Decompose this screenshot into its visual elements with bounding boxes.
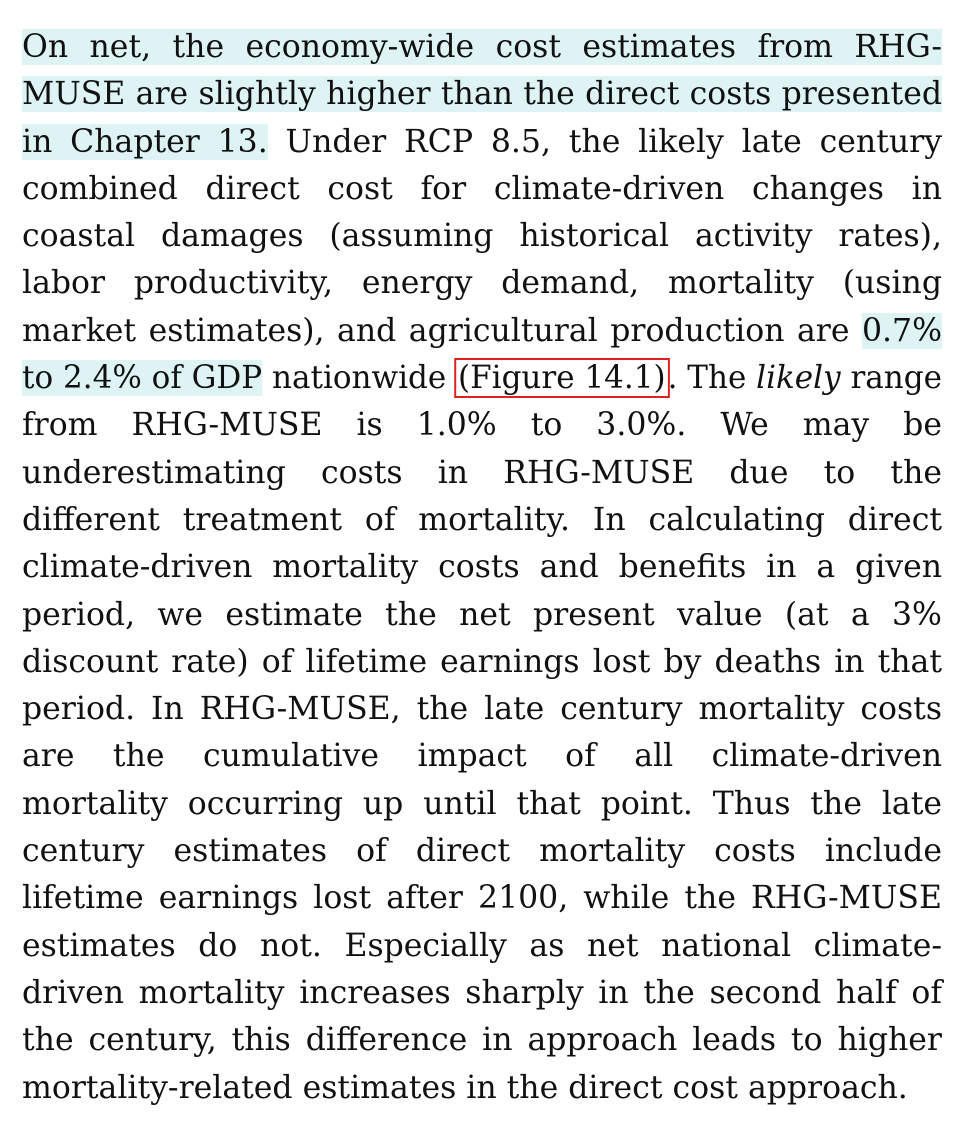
figure-reference-link[interactable]: (Figure 14.1): [454, 358, 670, 399]
document-paragraph: On net, the economy-wide cost estimates …: [22, 24, 942, 1112]
highlighted-text: On net, the economy-wide cost estimates …: [22, 29, 942, 65]
text-span: Under RCP 8.5, the likely late century: [267, 123, 942, 160]
text-line: underestimating costs in RHG-MUSE due to…: [22, 454, 942, 491]
highlighted-text: 0.7%: [861, 312, 942, 349]
text-span: market estimates), and agricultural prod…: [22, 312, 862, 349]
text-line: coastal damages (assuming historical act…: [22, 218, 942, 255]
text-line: to 2.4% of GDP nationwide (Figure 14.1).…: [22, 355, 942, 402]
text-line: in Chapter 13. Under RCP 8.5, the likely…: [22, 119, 942, 166]
text-line: discount rate) of lifetime earnings lost…: [22, 643, 942, 680]
text-line: estimates do not. Especially as net nati…: [22, 927, 942, 964]
text-line: market estimates), and agricultural prod…: [22, 308, 942, 355]
text-line: labor productivity, energy demand, morta…: [22, 265, 942, 302]
text-span: . The: [667, 360, 757, 397]
text-line: lifetime earnings lost after 2100, while…: [22, 880, 942, 917]
text-span: nationwide: [262, 360, 457, 397]
text-line: century estimates of direct mortality co…: [22, 833, 942, 870]
text-line: the century, this difference in approach…: [22, 1022, 942, 1059]
highlighted-text: to 2.4% of GDP: [22, 360, 263, 397]
text-line: On net, the economy-wide cost estimates …: [22, 24, 942, 71]
text-line: are the cumulative impact of all climate…: [22, 738, 942, 775]
text-line: climate-driven mortality costs and benef…: [22, 549, 942, 586]
text-line: different treatment of mortality. In cal…: [22, 501, 942, 538]
text-line: mortality-related estimates in the direc…: [22, 1069, 908, 1106]
text-line: period, we estimate the net present valu…: [22, 596, 942, 633]
italic-text: likely: [756, 360, 841, 397]
text-span: range: [840, 360, 942, 397]
highlighted-text: MUSE are slightly higher than the direct…: [22, 76, 942, 113]
highlighted-text: in Chapter 13.: [22, 123, 268, 160]
text-line: combined direct cost for climate-driven …: [22, 170, 942, 207]
text-line: mortality occurring up until that point.…: [22, 785, 942, 822]
text-line: MUSE are slightly higher than the direct…: [22, 71, 942, 118]
text-line: driven mortality increases sharply in th…: [22, 974, 942, 1011]
text-line: from RHG-MUSE is 1.0% to 3.0%. We may be: [22, 407, 942, 444]
text-line: period. In RHG-MUSE, the late century mo…: [22, 691, 942, 728]
